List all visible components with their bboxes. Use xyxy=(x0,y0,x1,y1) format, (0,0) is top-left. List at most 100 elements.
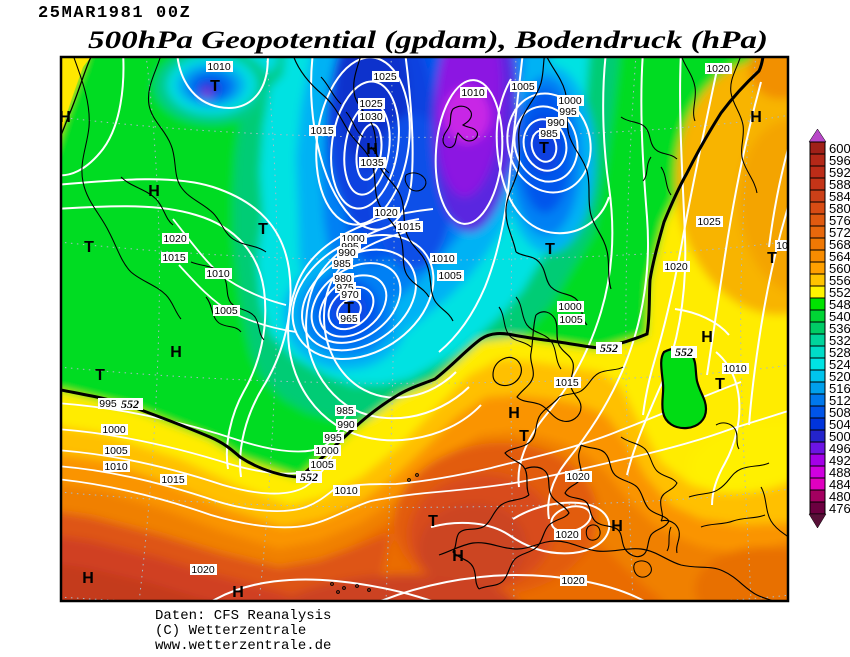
svg-text:T: T xyxy=(767,250,777,267)
svg-text:H: H xyxy=(148,183,160,200)
svg-text:965: 965 xyxy=(340,313,358,325)
svg-text:540: 540 xyxy=(829,309,850,324)
svg-text:T: T xyxy=(715,376,725,393)
svg-text:564: 564 xyxy=(829,249,850,264)
svg-text:H: H xyxy=(366,141,378,158)
svg-text:10: 10 xyxy=(776,240,788,252)
svg-text:1005: 1005 xyxy=(438,270,462,282)
svg-text:1025: 1025 xyxy=(373,71,397,83)
svg-text:995: 995 xyxy=(99,398,117,410)
svg-text:588: 588 xyxy=(829,177,850,192)
svg-text:1000: 1000 xyxy=(102,424,126,436)
svg-text:T: T xyxy=(84,239,94,256)
svg-text:596: 596 xyxy=(829,153,850,168)
svg-text:1030: 1030 xyxy=(359,111,383,123)
svg-text:600: 600 xyxy=(829,141,850,156)
svg-text:496: 496 xyxy=(829,441,850,456)
svg-text:1005: 1005 xyxy=(214,305,238,317)
svg-text:H: H xyxy=(750,109,762,126)
svg-text:552: 552 xyxy=(121,397,139,411)
svg-text:524: 524 xyxy=(829,357,850,372)
svg-text:1010: 1010 xyxy=(104,461,128,473)
svg-text:512: 512 xyxy=(829,393,850,408)
svg-text:H: H xyxy=(452,548,464,565)
svg-text:1010: 1010 xyxy=(334,485,358,497)
svg-text:480: 480 xyxy=(829,489,850,504)
svg-text:488: 488 xyxy=(829,465,850,480)
svg-text:584: 584 xyxy=(829,189,850,204)
svg-text:970: 970 xyxy=(341,289,359,301)
svg-text:1015: 1015 xyxy=(162,252,186,264)
svg-text:1010: 1010 xyxy=(431,253,455,265)
svg-text:990: 990 xyxy=(338,247,356,259)
svg-text:548: 548 xyxy=(829,297,850,312)
svg-text:995: 995 xyxy=(324,432,342,444)
svg-text:552: 552 xyxy=(300,470,318,484)
svg-text:508: 508 xyxy=(829,405,850,420)
svg-text:1010: 1010 xyxy=(206,268,230,280)
svg-text:552: 552 xyxy=(600,341,618,355)
svg-text:T: T xyxy=(210,78,220,95)
svg-text:476: 476 xyxy=(829,501,850,516)
svg-text:536: 536 xyxy=(829,321,850,336)
svg-text:1000: 1000 xyxy=(315,445,339,457)
svg-text:1000: 1000 xyxy=(558,95,582,107)
svg-text:H: H xyxy=(170,344,182,361)
svg-text:1020: 1020 xyxy=(706,63,730,75)
svg-text:1020: 1020 xyxy=(374,207,398,219)
svg-text:552: 552 xyxy=(675,345,693,359)
svg-text:T: T xyxy=(258,221,268,238)
svg-text:985: 985 xyxy=(540,128,558,140)
svg-text:H: H xyxy=(508,405,520,422)
svg-text:1015: 1015 xyxy=(161,474,185,486)
svg-text:1005: 1005 xyxy=(310,459,334,471)
svg-text:1005: 1005 xyxy=(104,445,128,457)
svg-text:T: T xyxy=(428,513,438,530)
svg-text:572: 572 xyxy=(829,225,850,240)
svg-text:1015: 1015 xyxy=(310,125,334,137)
svg-text:492: 492 xyxy=(829,453,850,468)
svg-text:990: 990 xyxy=(547,117,565,129)
svg-text:1020: 1020 xyxy=(664,261,688,273)
svg-text:580: 580 xyxy=(829,201,850,216)
svg-text:1025: 1025 xyxy=(697,216,721,228)
svg-text:552: 552 xyxy=(829,285,850,300)
svg-text:H: H xyxy=(59,109,71,126)
svg-text:1020: 1020 xyxy=(566,471,590,483)
svg-text:532: 532 xyxy=(829,333,850,348)
svg-text:T: T xyxy=(95,367,105,384)
svg-text:1010: 1010 xyxy=(461,87,485,99)
svg-text:1005: 1005 xyxy=(511,81,535,93)
svg-text:1010: 1010 xyxy=(207,61,231,73)
svg-text:520: 520 xyxy=(829,369,850,384)
svg-text:1015: 1015 xyxy=(555,377,579,389)
svg-text:568: 568 xyxy=(829,237,850,252)
svg-text:1020: 1020 xyxy=(561,575,585,587)
svg-text:T: T xyxy=(519,428,529,445)
svg-text:H: H xyxy=(82,570,94,587)
svg-text:500: 500 xyxy=(829,429,850,444)
svg-text:556: 556 xyxy=(829,273,850,288)
svg-text:H: H xyxy=(701,329,713,346)
svg-text:H: H xyxy=(611,518,623,535)
svg-text:1005: 1005 xyxy=(559,314,583,326)
svg-text:516: 516 xyxy=(829,381,850,396)
svg-text:985: 985 xyxy=(336,405,354,417)
svg-text:1020: 1020 xyxy=(555,529,579,541)
svg-text:560: 560 xyxy=(829,261,850,276)
svg-text:592: 592 xyxy=(829,165,850,180)
svg-text:1020: 1020 xyxy=(163,233,187,245)
svg-text:1025: 1025 xyxy=(359,98,383,110)
svg-text:1000: 1000 xyxy=(558,301,582,313)
svg-text:T: T xyxy=(344,300,354,317)
svg-text:528: 528 xyxy=(829,345,850,360)
svg-text:1015: 1015 xyxy=(397,221,421,233)
svg-text:1035: 1035 xyxy=(360,157,384,169)
svg-text:990: 990 xyxy=(337,419,355,431)
svg-text:484: 484 xyxy=(829,477,850,492)
svg-text:H: H xyxy=(232,584,244,601)
svg-text:1010: 1010 xyxy=(723,363,747,375)
svg-text:T: T xyxy=(539,140,549,157)
svg-text:995: 995 xyxy=(559,106,577,118)
svg-text:985: 985 xyxy=(333,258,351,270)
